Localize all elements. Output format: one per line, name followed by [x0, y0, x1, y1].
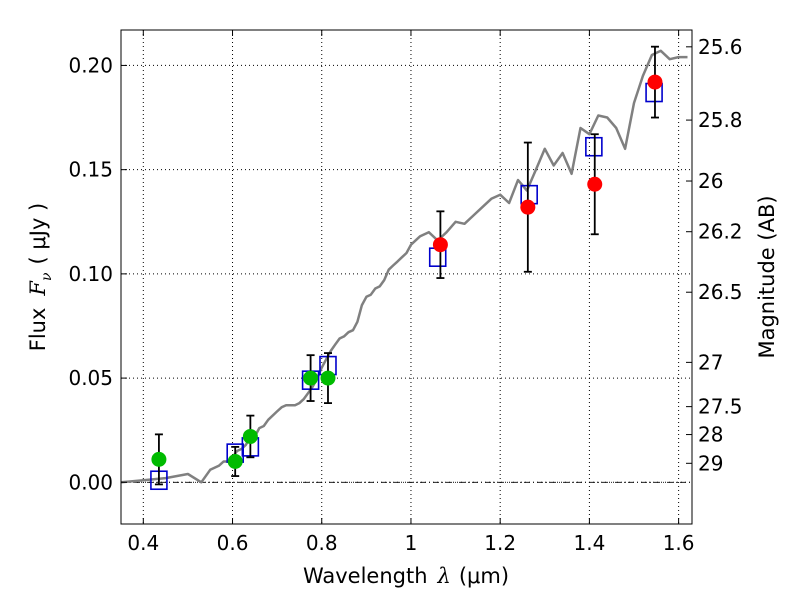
y2-tick-label: 25.8 [698, 108, 743, 132]
y2-tick-label: 29 [698, 451, 723, 475]
axes-frame [120, 29, 693, 525]
y2-tick-label: 25.6 [698, 35, 743, 59]
observed-point [647, 74, 663, 90]
plot-area [120, 45, 688, 491]
ticks: 0.4 0.6 0.8 1 1.2 1.4 1.6 0.00 0.05 0.10 0.15 0.20 2… [68, 30, 743, 555]
y-tick-label: 0.05 [68, 366, 113, 390]
x-tick-label: 1.2 [484, 531, 516, 555]
observed-point [432, 237, 448, 253]
x-tick-label: 0.4 [127, 531, 159, 555]
y2-tick-label: 26.2 [698, 220, 743, 244]
y2-tick-label: 28 [698, 423, 723, 447]
y-tick-label: 0.10 [68, 262, 113, 286]
y-tick-label: 0.20 [68, 53, 113, 77]
observed-point [520, 199, 536, 215]
y2-tick-label: 26 [698, 169, 723, 193]
y-tick-label: 0.15 [68, 158, 113, 182]
x-tick-label: 1 [405, 531, 418, 555]
x-tick-label: 1.6 [663, 531, 695, 555]
y-axis-label: FluxFν( μJy ) [26, 203, 55, 351]
observed-point [151, 451, 167, 467]
y2-tick-label: 26.5 [698, 280, 743, 304]
y2-tick-label: 27 [698, 350, 723, 374]
observed-point [587, 176, 603, 192]
y2-axis-label: Magnitude (AB) [755, 195, 779, 358]
x-tick-label: 0.8 [306, 531, 338, 555]
observed-point [320, 370, 336, 386]
y2-tick-label: 27.5 [698, 395, 743, 419]
x-axis-label: Wavelength λ (μm) [303, 564, 509, 588]
observed-point [303, 370, 319, 386]
x-tick-label: 0.6 [217, 531, 249, 555]
observed-point [242, 428, 258, 444]
x-tick-label: 1.4 [573, 531, 605, 555]
observed-point [227, 453, 243, 469]
y-tick-label: 0.00 [68, 470, 113, 494]
